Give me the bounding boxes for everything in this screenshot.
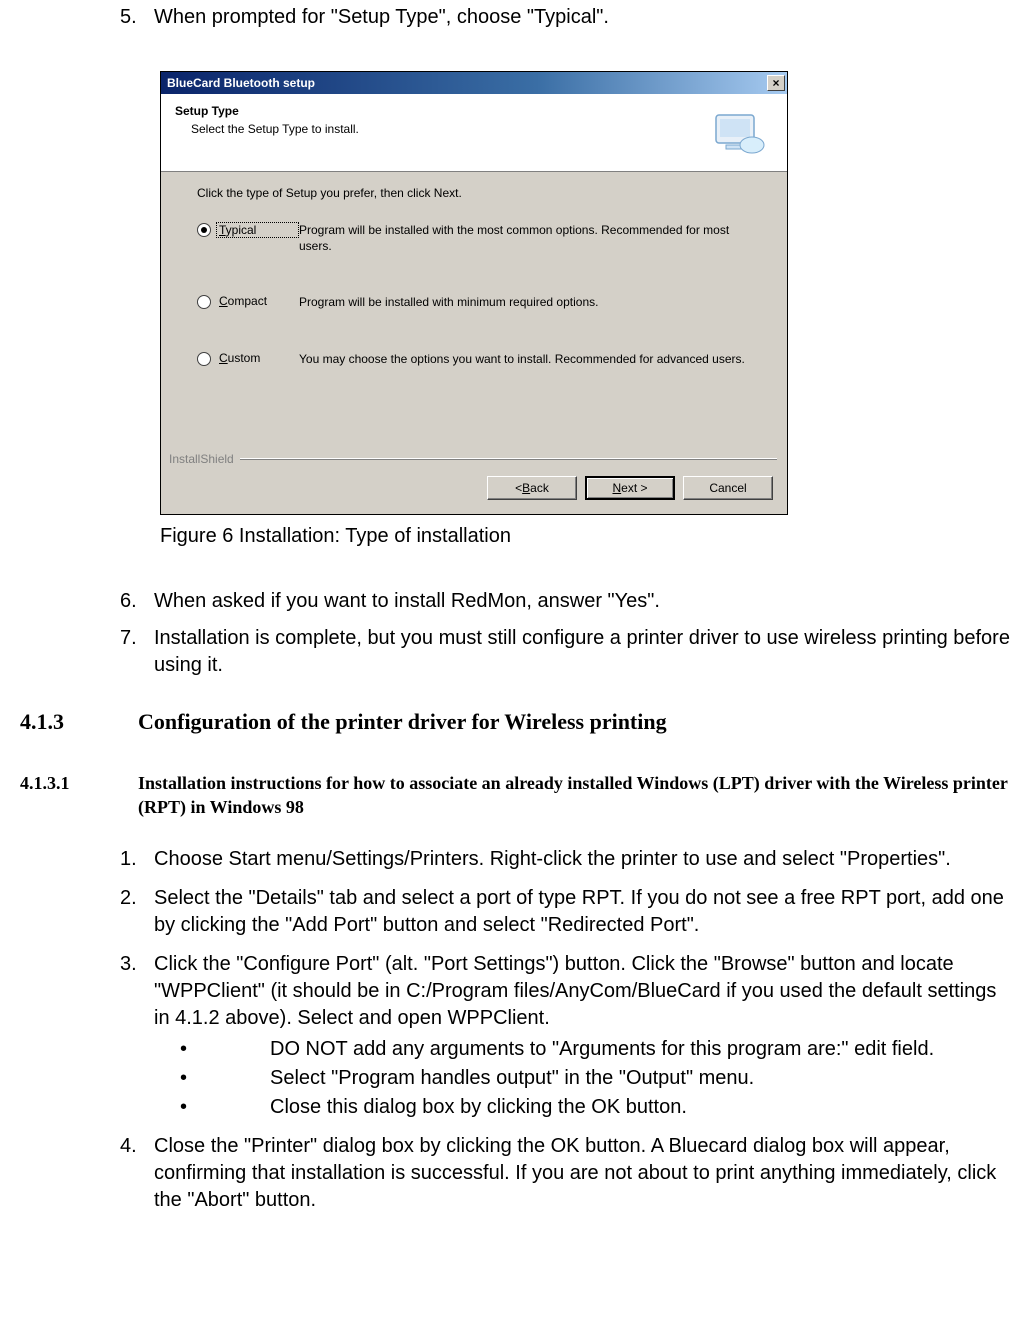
step-5-number: 5. bbox=[120, 4, 154, 31]
dialog-body: Click the type of Setup you prefer, then… bbox=[161, 172, 787, 452]
step-5: 5. When prompted for "Setup Type", choos… bbox=[120, 4, 1012, 31]
back-button[interactable]: < Back bbox=[487, 476, 577, 500]
list2-item-3-text: Click the "Configure Port" (alt. "Port S… bbox=[154, 951, 1012, 1032]
list2-item-4-text: Close the "Printer" dialog box by clicki… bbox=[154, 1133, 1012, 1214]
list2-item-1-number: 1. bbox=[120, 846, 154, 873]
next-button[interactable]: Next > bbox=[585, 476, 675, 500]
list2-item-3-bullet-1-text: DO NOT add any arguments to "Arguments f… bbox=[270, 1036, 1012, 1063]
option-typical[interactable]: Typical Program will be installed with t… bbox=[197, 222, 767, 254]
dialog-subheading: Select the Setup Type to install. bbox=[191, 122, 703, 136]
list2-item-3-bullet-3: • Close this dialog box by clicking the … bbox=[170, 1094, 1012, 1121]
list2-item-1: 1. Choose Start menu/Settings/Printers. … bbox=[120, 846, 1012, 873]
close-button[interactable]: × bbox=[767, 75, 785, 91]
section-4-1-3-1: 4.1.3.1 Installation instructions for ho… bbox=[20, 771, 1012, 820]
section-4-1-3-number: 4.1.3 bbox=[20, 709, 138, 735]
setup-icon bbox=[703, 104, 773, 159]
titlebar: BlueCard Bluetooth setup × bbox=[161, 72, 787, 94]
bullet-icon: • bbox=[170, 1036, 270, 1063]
label-compact: Compact bbox=[219, 294, 299, 308]
radio-typical[interactable] bbox=[197, 223, 211, 237]
desc-compact: Program will be installed with minimum r… bbox=[299, 294, 767, 310]
list2-item-3: 3. Click the "Configure Port" (alt. "Por… bbox=[120, 951, 1012, 1032]
radio-custom[interactable] bbox=[197, 352, 211, 366]
step-6-text: When asked if you want to install RedMon… bbox=[154, 588, 1012, 615]
step-7-number: 7. bbox=[120, 625, 154, 679]
label-typical: Typical bbox=[216, 222, 299, 238]
divider bbox=[240, 458, 777, 460]
list2-item-3-bullet-3-text: Close this dialog box by clicking the OK… bbox=[270, 1094, 1012, 1121]
option-custom[interactable]: Custom You may choose the options you wa… bbox=[197, 351, 767, 367]
list2-item-3-bullet-2: • Select "Program handles output" in the… bbox=[170, 1065, 1012, 1092]
close-icon: × bbox=[772, 76, 779, 90]
list2-item-4: 4. Close the "Printer" dialog box by cli… bbox=[120, 1133, 1012, 1214]
step-6: 6. When asked if you want to install Red… bbox=[120, 588, 1012, 615]
list2-item-2-number: 2. bbox=[120, 885, 154, 939]
bullet-icon: • bbox=[170, 1065, 270, 1092]
desc-custom: You may choose the options you want to i… bbox=[299, 351, 767, 367]
radio-compact[interactable] bbox=[197, 295, 211, 309]
section-4-1-3-1-number: 4.1.3.1 bbox=[20, 773, 138, 794]
list2-item-3-number: 3. bbox=[120, 951, 154, 1032]
list2-item-1-text: Choose Start menu/Settings/Printers. Rig… bbox=[154, 846, 1012, 873]
step-7: 7. Installation is complete, but you mus… bbox=[120, 625, 1012, 679]
figure-6-caption: Figure 6 Installation: Type of installat… bbox=[160, 525, 1012, 548]
installshield-brand: InstallShield bbox=[169, 452, 234, 466]
list2-item-2-text: Select the "Details" tab and select a po… bbox=[154, 885, 1012, 939]
brand-row: InstallShield bbox=[161, 452, 787, 466]
section-4-1-3-1-title: Installation instructions for how to ass… bbox=[138, 771, 1012, 820]
step-7-text: Installation is complete, but you must s… bbox=[154, 625, 1012, 679]
button-row: < Back Next > Cancel bbox=[161, 466, 787, 514]
list2-item-4-number: 4. bbox=[120, 1133, 154, 1214]
window-title: BlueCard Bluetooth setup bbox=[167, 76, 767, 90]
dialog-instruction: Click the type of Setup you prefer, then… bbox=[197, 186, 767, 200]
section-4-1-3-title: Configuration of the printer driver for … bbox=[138, 709, 1012, 735]
option-compact[interactable]: Compact Program will be installed with m… bbox=[197, 294, 767, 310]
installer-window: BlueCard Bluetooth setup × Setup Type Se… bbox=[160, 71, 788, 515]
cancel-button[interactable]: Cancel bbox=[683, 476, 773, 500]
desc-typical: Program will be installed with the most … bbox=[299, 222, 767, 254]
list2-item-2: 2. Select the "Details" tab and select a… bbox=[120, 885, 1012, 939]
list2-item-3-bullet-1: • DO NOT add any arguments to "Arguments… bbox=[170, 1036, 1012, 1063]
step-5-text: When prompted for "Setup Type", choose "… bbox=[154, 4, 1012, 31]
dialog-header: Setup Type Select the Setup Type to inst… bbox=[161, 94, 787, 172]
bullet-icon: • bbox=[170, 1094, 270, 1121]
section-4-1-3: 4.1.3 Configuration of the printer drive… bbox=[20, 709, 1012, 735]
step-6-number: 6. bbox=[120, 588, 154, 615]
dialog-heading: Setup Type bbox=[175, 104, 703, 118]
label-custom: Custom bbox=[219, 351, 299, 365]
figure-6-dialog: BlueCard Bluetooth setup × Setup Type Se… bbox=[160, 71, 1012, 515]
list2-item-3-bullet-2-text: Select "Program handles output" in the "… bbox=[270, 1065, 1012, 1092]
